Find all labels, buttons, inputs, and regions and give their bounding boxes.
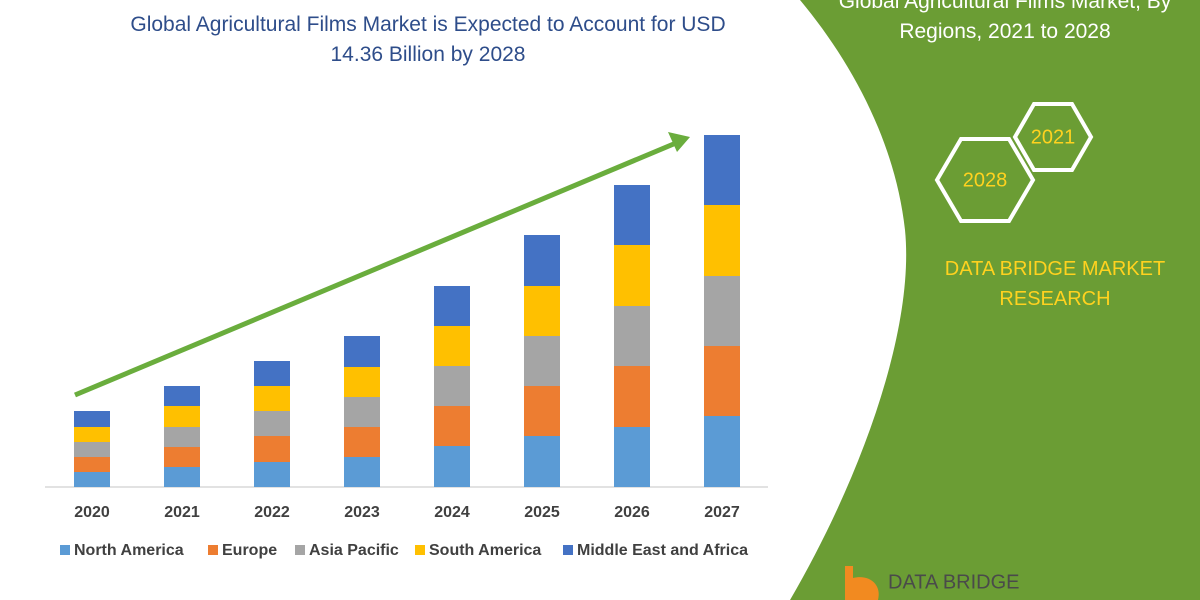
bar-segment — [614, 366, 650, 427]
bar-segment — [614, 427, 650, 487]
green-panel — [790, 0, 1200, 600]
bar-segment — [164, 427, 200, 447]
bar-segment — [344, 457, 380, 487]
bar-segment — [74, 442, 110, 457]
bar-segment — [344, 397, 380, 427]
logo-text: DATA BRIDGE — [888, 571, 1020, 593]
legend-swatch — [415, 545, 425, 555]
logo-icon — [845, 566, 879, 600]
legend-swatch — [208, 545, 218, 555]
bar-segment — [704, 205, 740, 276]
bar-segment — [434, 326, 470, 366]
bar-segment — [524, 235, 560, 286]
x-tick-label: 2020 — [74, 504, 110, 521]
legend-label: Middle East and Africa — [577, 542, 748, 559]
bar-segment — [614, 245, 650, 306]
bar-segment — [524, 336, 560, 386]
bar-segment — [254, 462, 290, 487]
bar-segment — [344, 427, 380, 457]
x-tick-label: 2021 — [164, 504, 200, 521]
x-tick-label: 2022 — [254, 504, 290, 521]
legend-label: South America — [429, 542, 541, 559]
bar-segment — [524, 386, 560, 436]
badge-text: 2028 — [963, 169, 1008, 191]
x-tick-label: 2023 — [344, 504, 380, 521]
bar-segment — [164, 406, 200, 427]
bar-segment — [344, 336, 380, 367]
bar-segment — [524, 286, 560, 336]
bar-segment — [614, 306, 650, 366]
brand: DATA BRIDGE MARKET RESEARCH — [944, 258, 1166, 310]
chart-title: Global Agricultural Films Market is Expe… — [130, 13, 726, 66]
arrow-head — [668, 132, 690, 152]
legend-swatch — [563, 545, 573, 555]
bar-segment — [254, 411, 290, 436]
bar-segment — [434, 406, 470, 446]
panel-title: Global Agricultural Films Market, By Reg… — [838, 0, 1172, 43]
x-tick-label: 2027 — [704, 504, 740, 521]
bar-segment — [434, 286, 470, 326]
bar-segment — [254, 361, 290, 386]
bar-segment — [74, 411, 110, 427]
bar-segment — [254, 436, 290, 462]
bar-segment — [164, 386, 200, 406]
bar-segment — [704, 135, 740, 205]
bar-segment — [704, 416, 740, 487]
legend-label: North America — [74, 542, 184, 559]
bar-segment — [704, 346, 740, 416]
legend-label: Asia Pacific — [309, 542, 399, 559]
legend-swatch — [60, 545, 70, 555]
bar-segment — [74, 427, 110, 442]
bar-segment — [254, 386, 290, 411]
x-tick-label: 2024 — [434, 504, 470, 521]
bar-segment — [614, 185, 650, 245]
hexagon — [934, 137, 1036, 223]
bar-segment — [74, 472, 110, 487]
x-tick-label: 2026 — [614, 504, 650, 521]
trend-arrow — [74, 140, 677, 398]
bar-segment — [344, 367, 380, 397]
legend-swatch — [295, 545, 305, 555]
bar-segment — [74, 457, 110, 472]
hexagon — [1012, 102, 1094, 172]
bar-segment — [524, 436, 560, 487]
bar-segment — [704, 276, 740, 346]
badge-text: 2021 — [1031, 126, 1076, 148]
legend-label: Europe — [222, 542, 277, 559]
bar-segment — [434, 366, 470, 406]
bar-segment — [164, 447, 200, 467]
x-tick-label: 2025 — [524, 504, 560, 521]
bar-segment — [434, 446, 470, 487]
bar-segment — [164, 467, 200, 487]
